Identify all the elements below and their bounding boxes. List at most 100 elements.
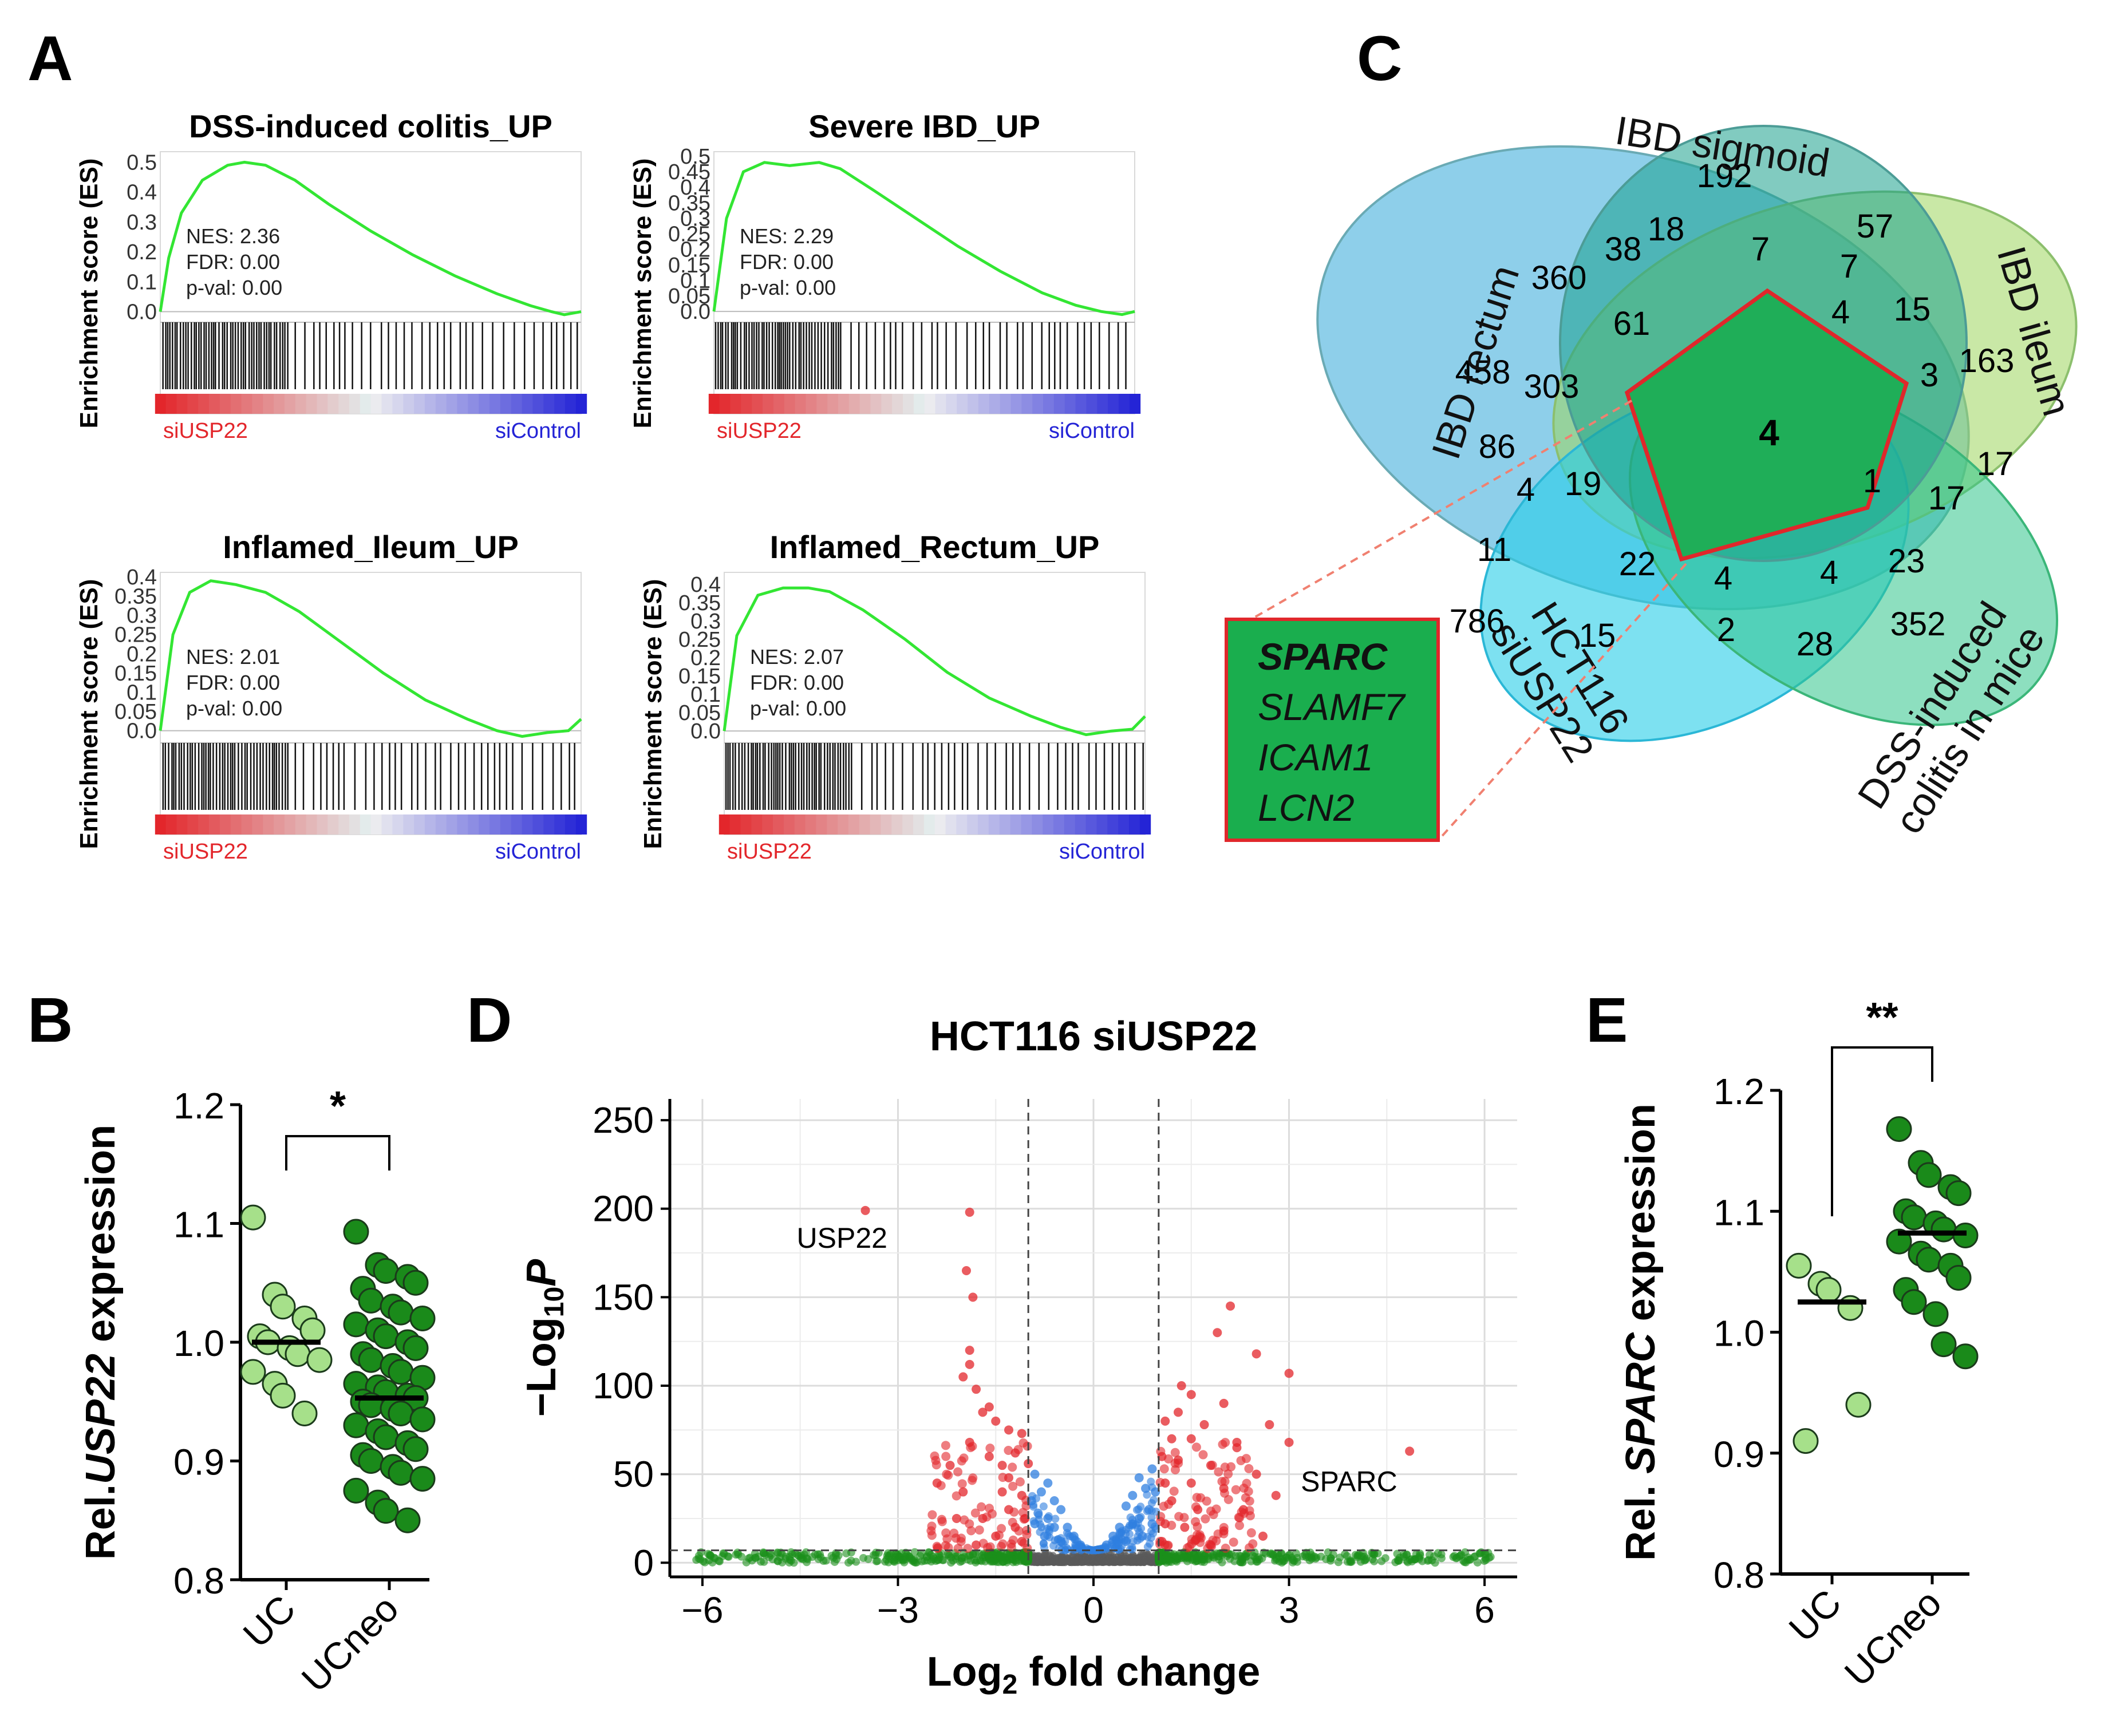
gsea-rank-color-cell	[522, 394, 533, 414]
point-nonsig	[1047, 1552, 1055, 1560]
point-fc-only	[822, 1556, 830, 1565]
gsea-right-label: siControl	[495, 840, 581, 864]
gsea-tick-label: 0.1	[680, 269, 710, 293]
gsea-rank-color-cell	[349, 394, 361, 414]
data-point	[1238, 1505, 1248, 1514]
data-point	[1056, 1537, 1066, 1547]
point-significant	[996, 1541, 1006, 1551]
gsea-subplot: Inflamed_Rectum_UP0.00.050.10.150.20.250…	[639, 529, 1151, 864]
venn-region-count: 86	[1479, 428, 1516, 465]
gsea-rank-color-cell	[934, 814, 946, 835]
point-significant	[978, 1539, 988, 1548]
gsea-tick-label: 0.45	[668, 160, 710, 184]
point-fc-only	[1399, 1551, 1408, 1559]
data-point	[1945, 1264, 1972, 1291]
x-axis-label-part: 2	[1002, 1670, 1018, 1700]
gsea-rank-color-cell	[241, 814, 252, 835]
gene-slamf7: SLAMF7	[1258, 686, 1405, 728]
gsea-rank-color-cell	[751, 814, 763, 835]
venn-region-count: 352	[1890, 606, 1946, 643]
gsea-rank-color-cell	[500, 814, 512, 835]
data-point	[962, 1266, 971, 1275]
gsea-stat: p-val: 0.00	[750, 697, 846, 720]
gsea-rank-color-cell	[902, 814, 914, 835]
venn-callout-line	[1439, 563, 1687, 840]
point-significant	[942, 1534, 952, 1544]
point-significant	[1022, 1525, 1032, 1535]
y-tick-label: 50	[613, 1454, 654, 1495]
venn-region-count: 7	[1751, 231, 1770, 268]
gsea-tick-label: 0.05	[115, 700, 157, 724]
gsea-rank-color-cell	[284, 394, 296, 414]
y-axis-label-part: P	[519, 1259, 564, 1287]
data-point	[1033, 1508, 1043, 1518]
point-significant	[1235, 1521, 1245, 1531]
data-point	[1049, 1496, 1059, 1506]
point-p-only	[1143, 1543, 1152, 1551]
point-significant	[1170, 1465, 1180, 1474]
panel-label-a: A	[27, 23, 73, 94]
point-significant	[1006, 1539, 1016, 1549]
data-point	[299, 1317, 326, 1343]
gsea-rank-color-cell	[198, 394, 210, 414]
gsea-tick-label: 0.3	[127, 604, 157, 628]
gsea-rank-color-cell	[338, 814, 350, 835]
point-fc-only	[943, 1550, 952, 1559]
gsea-rank-color-cell	[1043, 814, 1054, 835]
gsea-rank-color-cell	[730, 394, 741, 414]
data-point	[1793, 1428, 1819, 1454]
point-fc-only	[1415, 1553, 1423, 1561]
y-tick-label: 100	[593, 1365, 654, 1406]
significance-bracket	[1831, 1046, 1933, 1216]
gsea-rank-color-cell	[468, 394, 479, 414]
gsea-rank-color-cell	[543, 814, 555, 835]
venn-region-count: 303	[1524, 368, 1580, 405]
gsea-rank-color-cell	[1010, 394, 1022, 414]
gsea-right-label: siControl	[495, 419, 581, 443]
venn-region-count: 4	[1831, 294, 1850, 331]
gsea-rank-color-cell	[370, 814, 382, 835]
y-axis-label-part: Rel.	[1618, 1474, 1664, 1561]
gsea-rank-color-cell	[794, 814, 806, 835]
point-nonsig	[1070, 1556, 1077, 1564]
data-point	[358, 1448, 384, 1474]
point-significant	[957, 1479, 967, 1489]
y-tick-label: 1.1	[173, 1204, 224, 1245]
y-tick-label: 250	[593, 1100, 654, 1141]
data-point	[1069, 1531, 1079, 1541]
point-significant	[926, 1526, 936, 1536]
gsea-rank-color-cell	[165, 814, 177, 835]
gsea-rank-color-cell	[230, 394, 242, 414]
data-point	[1174, 1455, 1183, 1465]
gsea-rank-color-cell	[241, 394, 252, 414]
y-tick-label: 1.1	[1714, 1192, 1764, 1233]
point-nonsig	[1107, 1557, 1115, 1564]
gsea-rank-color-cell	[762, 814, 773, 835]
point-fc-only	[1370, 1550, 1379, 1559]
gsea-rank-color-cell	[891, 814, 903, 835]
gsea-stat: NES: 2.36	[186, 224, 280, 248]
gsea-tick-label: 0.25	[115, 623, 157, 647]
point-significant	[1218, 1440, 1227, 1449]
venn-region-count: 28	[1797, 626, 1834, 663]
data-point	[409, 1306, 436, 1331]
data-point	[1186, 1478, 1196, 1488]
gsea-rank-color-cell	[924, 394, 936, 414]
gsea-tick-label: 0.4	[127, 566, 157, 590]
gene-icam1: ICAM1	[1258, 736, 1373, 778]
point-significant	[1246, 1528, 1256, 1538]
data-point	[1121, 1537, 1131, 1547]
data-point	[285, 1341, 311, 1367]
point-significant	[1191, 1442, 1201, 1452]
venn-region-count: 1	[1863, 462, 1881, 500]
gsea-y-label: Enrichment score (ES)	[629, 159, 657, 429]
point-significant	[970, 1508, 980, 1518]
data-point	[1027, 1496, 1036, 1506]
gsea-stat: NES: 2.29	[740, 224, 834, 248]
venn-region-count: 192	[1697, 157, 1752, 195]
data-point	[965, 1346, 974, 1355]
data-point	[388, 1401, 414, 1426]
gsea-tick-label: 0.5	[680, 145, 710, 169]
data-point	[1213, 1328, 1222, 1338]
gsea-rank-color-cell	[1043, 394, 1055, 414]
